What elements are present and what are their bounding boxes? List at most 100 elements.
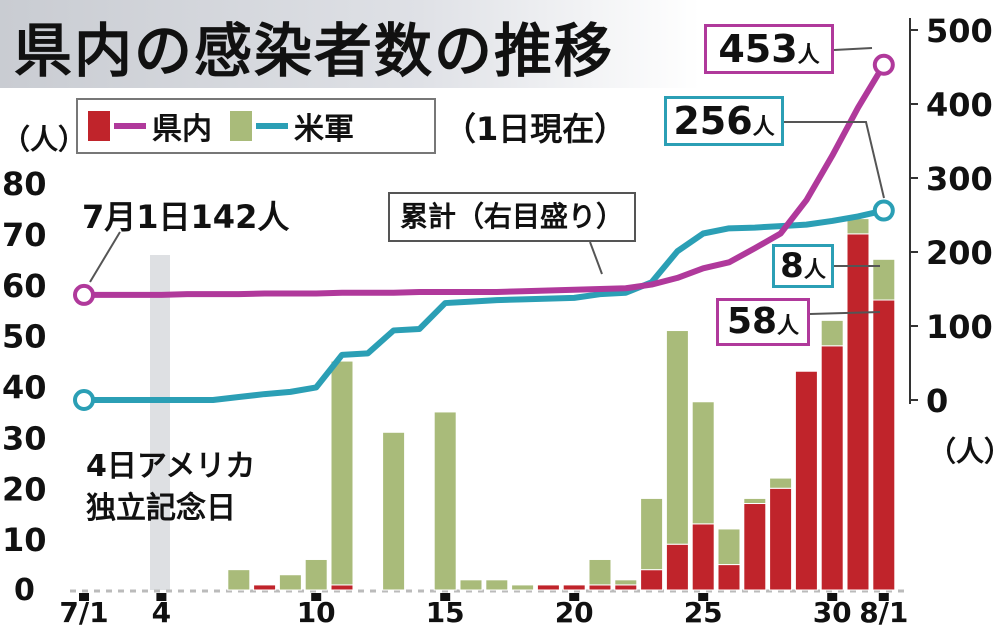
x-tick-label: 30 — [813, 596, 852, 626]
bar-mil — [614, 579, 638, 586]
bar-pref — [794, 370, 818, 591]
bar-mil — [330, 360, 354, 586]
bar-mil — [640, 497, 664, 571]
title-band — [0, 0, 700, 88]
line-pref-cumulative — [81, 61, 887, 298]
callout-leaders — [89, 47, 885, 315]
leader-cumulative — [589, 241, 603, 275]
bar-mil — [743, 497, 767, 505]
line-mil-cumulative-start-marker — [73, 389, 95, 411]
callout-mil-total: 256人 — [664, 96, 784, 146]
left-tick-label: 0 — [14, 573, 35, 608]
x-tick-label: 8/1 — [859, 596, 908, 626]
bar-pref — [640, 569, 664, 591]
bar-mil — [717, 528, 741, 566]
bar-mil — [459, 579, 483, 591]
bar-mil — [872, 258, 896, 301]
left-tick-label: 20 — [2, 470, 47, 508]
bar-mil — [846, 218, 870, 235]
x-tick — [79, 593, 89, 601]
x-tick — [311, 593, 322, 601]
x-tick — [156, 593, 167, 601]
bar-pref — [691, 523, 715, 591]
legend-mil-group: 米軍 — [230, 104, 354, 148]
date-note: （1日現在） — [444, 110, 627, 148]
bar-mil — [665, 330, 689, 545]
x-tick-label: 20 — [555, 596, 594, 626]
left-tick-label: 30 — [2, 419, 47, 457]
legend: 県内 米軍 — [76, 98, 436, 154]
line-pref-cumulative-end-marker — [872, 53, 895, 76]
left-axis-unit: （人） — [2, 123, 87, 156]
legend-pref-group: 県内 — [88, 104, 212, 148]
leader-mil-total — [784, 121, 885, 199]
bar-mil — [691, 401, 715, 525]
bar-mil — [511, 584, 535, 591]
right-axis-unit: （人） — [928, 435, 994, 468]
legend-pref-line-swatch — [114, 123, 146, 129]
bar-mil — [820, 319, 844, 347]
callout-pref-total: 453人 — [704, 24, 834, 74]
x-tick-label: 25 — [684, 596, 723, 626]
chart-title: 県内の感染者数の推移 — [14, 17, 615, 85]
start-annotation: 7月1日142人 — [82, 198, 290, 236]
bar-pref — [820, 345, 844, 591]
x-tick-label: 10 — [297, 596, 336, 626]
legend-pref-bar-swatch — [88, 111, 110, 141]
right-tick-label: 400 — [926, 86, 993, 124]
x-tick — [878, 593, 889, 601]
bar-pref — [665, 543, 689, 591]
line-series — [73, 53, 895, 411]
x-tick-label: 15 — [426, 596, 465, 626]
callout-mil-day: 8人 — [772, 244, 834, 288]
bar-mil — [382, 431, 406, 591]
legend-mil-line-swatch — [256, 123, 288, 129]
line-mil-cumulative — [81, 207, 887, 403]
callout-pref-total-value: 453 — [718, 27, 798, 71]
left-tick-label: 70 — [2, 216, 47, 254]
bar-pref — [769, 487, 793, 591]
x-tick-label: 7/1 — [59, 596, 108, 626]
bar-series — [227, 218, 896, 591]
callout-unit: 人 — [777, 314, 800, 339]
callout-mil-total-value: 256 — [673, 99, 753, 143]
left-tick-label: 10 — [2, 521, 47, 559]
callout-pref-day-value: 58 — [726, 301, 778, 342]
callout-mil-day-value: 8 — [780, 246, 804, 286]
leader-start — [89, 231, 121, 283]
legend-mil-label: 米軍 — [294, 112, 354, 147]
x-tick-label: 4 — [152, 596, 171, 626]
bar-pref — [536, 584, 560, 591]
left-tick-label: 50 — [2, 318, 47, 356]
holiday-annotation: 4日アメリカ 独立記念日 — [86, 446, 255, 530]
holiday-line2: 独立記念日 — [86, 491, 236, 526]
cumulative-annotation: 累計（右目盛り） — [388, 192, 637, 242]
callout-unit: 人 — [803, 258, 826, 283]
bar-mil — [304, 558, 328, 591]
holiday-line1: 4日アメリカ — [86, 449, 256, 484]
x-tick — [827, 593, 838, 601]
bar-mil — [485, 579, 509, 591]
bar-mil — [278, 574, 302, 591]
right-tick-label: 300 — [926, 160, 993, 198]
leader-pref-total — [833, 47, 873, 51]
x-tick — [569, 593, 580, 601]
callout-pref-day: 58人 — [716, 298, 810, 346]
legend-mil-bar-swatch — [230, 111, 252, 141]
left-tick-label: 60 — [2, 267, 47, 305]
bar-pref — [717, 564, 741, 591]
bar-pref — [872, 299, 896, 591]
bar-pref — [846, 233, 870, 591]
holiday-shade — [150, 255, 170, 590]
x-tick — [698, 593, 709, 601]
left-tick-label: 80 — [2, 165, 47, 203]
callout-unit: 人 — [797, 43, 820, 68]
bar-mil — [433, 411, 457, 591]
axes: 0 10 20 30 40 50 60 70 80 0 100 200 300 400 500 7/1 4 10 1… — [2, 12, 993, 626]
bar-pref — [614, 584, 638, 591]
bar-pref — [330, 584, 354, 591]
bar-mil — [227, 569, 251, 591]
bar-pref — [253, 584, 277, 591]
line-pref-cumulative-start-marker — [73, 283, 95, 306]
